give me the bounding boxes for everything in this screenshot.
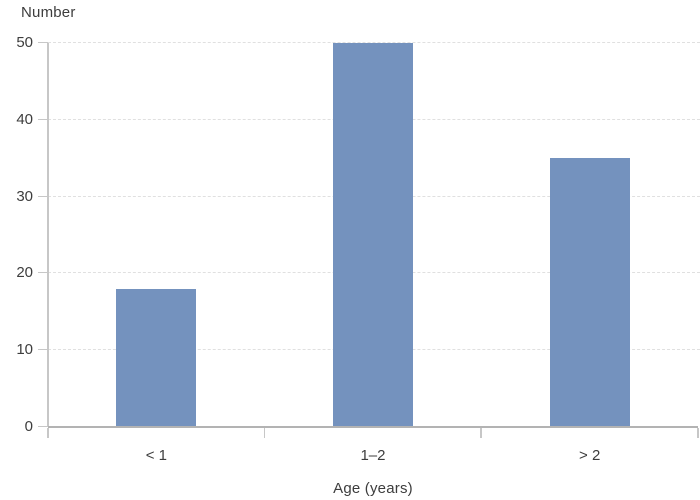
x-axis-line <box>48 426 698 428</box>
x-tick-label: 1–2 <box>360 447 386 464</box>
bar <box>549 158 630 427</box>
y-tick-label: 20 <box>16 264 33 282</box>
x-tick-label: > 2 <box>579 447 601 464</box>
y-tick <box>38 195 48 197</box>
y-tick <box>38 349 48 351</box>
gridline <box>48 42 700 43</box>
y-axis-title: Number <box>21 4 76 21</box>
y-tick-label: 30 <box>16 187 33 205</box>
y-tick <box>38 426 48 427</box>
y-tick <box>38 42 48 43</box>
y-tick <box>38 118 48 120</box>
y-tick-label: 10 <box>16 341 33 359</box>
bar <box>116 288 197 427</box>
x-tick-label: < 1 <box>145 447 167 464</box>
y-tick-label: 0 <box>24 418 33 435</box>
x-tick <box>697 428 699 438</box>
y-axis-line <box>47 43 49 427</box>
x-axis-title: Age (years) <box>333 480 413 497</box>
y-tick-label: 40 <box>16 110 33 128</box>
y-tick <box>38 272 48 274</box>
bar <box>333 43 413 427</box>
y-tick-label: 50 <box>16 34 33 51</box>
x-tick <box>263 428 266 438</box>
x-tick <box>47 428 49 438</box>
x-tick <box>480 428 482 438</box>
